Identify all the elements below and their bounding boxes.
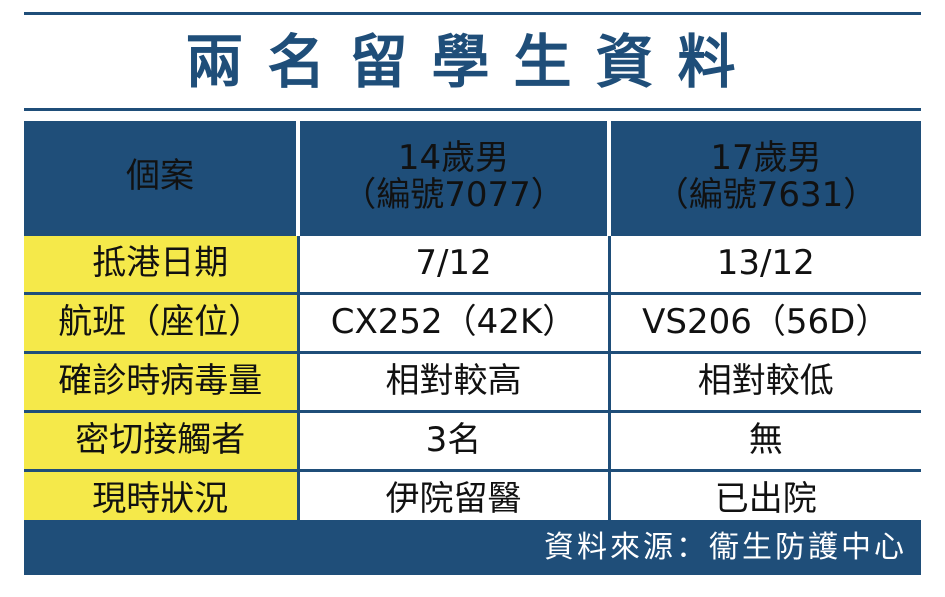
top-rule <box>24 12 921 15</box>
header-case-2-sex-age: 17歲男 <box>710 137 822 178</box>
header-label-case: 個案 <box>24 121 298 235</box>
source-footer: 資料來源：衞生防護中心 <box>24 520 921 575</box>
case-2-value: 13/12 <box>607 233 921 294</box>
table-row-close-contacts: 密切接觸者 3名 無 <box>24 410 921 471</box>
case-1-value: 相對較高 <box>296 351 609 412</box>
row-label: 現時狀況 <box>24 469 298 528</box>
case-2-value: 已出院 <box>607 469 921 528</box>
header-case-1-sex-age: 14歲男 <box>397 137 510 178</box>
case-1-value: 7/12 <box>296 233 609 294</box>
table-row-viral-load: 確診時病毒量 相對較高 相對較低 <box>24 351 921 412</box>
case-1-value: 伊院留醫 <box>296 469 609 528</box>
case-1-value: CX252（42K） <box>296 292 609 353</box>
case-table: 個案 14歲男 （編號7077） 17歲男 （編號7631） 抵港日期 7/12… <box>24 121 921 528</box>
case-2-value: 相對較低 <box>607 351 921 412</box>
header-case-2-number: （編號7631） <box>654 175 878 215</box>
case-2-value: VS206（56D） <box>607 292 921 353</box>
table-row-flight-seat: 航班（座位） CX252（42K） VS206（56D） <box>24 292 921 353</box>
table-header-row: 個案 14歲男 （編號7077） 17歲男 （編號7631） <box>24 121 921 235</box>
table-row-current-status: 現時狀況 伊院留醫 已出院 <box>24 469 921 528</box>
case-2-value: 無 <box>607 410 921 471</box>
case-1-value: 3名 <box>296 410 609 471</box>
header-case-1-number: （編號7077） <box>342 175 565 215</box>
page-title: 兩名留學生資料 <box>185 28 760 96</box>
table-row-arrival-date: 抵港日期 7/12 13/12 <box>24 233 921 294</box>
row-label: 確診時病毒量 <box>24 351 298 412</box>
row-label: 抵港日期 <box>24 233 298 294</box>
header-case-1: 14歲男 （編號7077） <box>296 121 609 235</box>
row-label: 航班（座位） <box>24 292 298 353</box>
row-label: 密切接觸者 <box>24 410 298 471</box>
title-underline <box>24 108 921 111</box>
header-case-2: 17歲男 （編號7631） <box>607 121 921 235</box>
